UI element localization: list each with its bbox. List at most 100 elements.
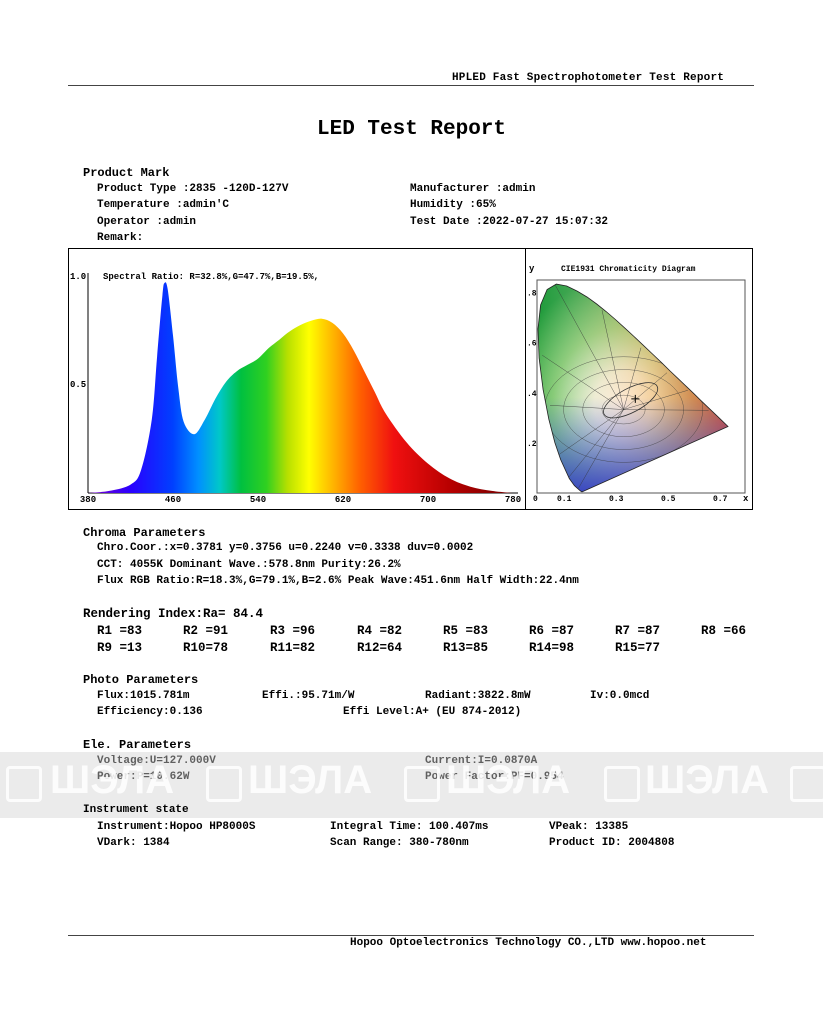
chart-divider: [525, 249, 526, 509]
rendering-r7: R7 =87: [615, 624, 661, 638]
cie-region-line: [555, 284, 624, 410]
cie-region-line: [623, 390, 688, 410]
watermark-logo-icon: [790, 766, 823, 802]
chart-frame: [68, 248, 753, 510]
rendering-r2-5: R13=85: [443, 641, 489, 655]
cie-x-tick: 0.5: [661, 495, 676, 504]
cie-y-tick: .8: [527, 290, 537, 299]
footer-text: Hopoo Optoelectronics Technology CO.,LTD…: [350, 937, 707, 949]
x-tick-380: 380: [80, 495, 96, 505]
cie-x-tick: 0.7: [713, 495, 728, 504]
ele-power-factor: Power Factor:PF=0.954: [425, 771, 564, 783]
x-tick-700: 700: [420, 495, 436, 505]
ele-heading: Ele. Parameters: [83, 738, 192, 752]
watermark-logo-icon: [6, 766, 42, 802]
cie-x-label: x: [743, 494, 749, 504]
rendering-r2-6: R14=98: [529, 641, 575, 655]
spectral-ratio-label: Spectral Ratio: R=32.8%,G=47.7%,B=19.5%,: [103, 272, 319, 282]
photo-radiant: Radiant:3822.8mW: [425, 690, 531, 702]
watermark-logo-icon: [404, 766, 440, 802]
cie-region-line: [568, 409, 624, 479]
cie-y-tick: .6: [527, 340, 537, 349]
spectrum-chart: 1.0 0.5 Spectral Ratio: R=32.8%,G=47.7%,…: [70, 272, 521, 505]
ele-current: Current:I=0.0870A: [425, 755, 538, 767]
cie-x-tick: 0: [533, 495, 538, 504]
cie-test-point: [631, 394, 640, 403]
scan-range: Scan Range: 380-780nm: [330, 837, 469, 849]
footer-rule: [68, 935, 754, 936]
cie-region-line: [549, 405, 624, 410]
chroma-flux-ratio: Flux RGB Ratio:R=18.3%,G=79.1%,B=2.6% Pe…: [97, 575, 579, 587]
temperature: Temperature :admin'C: [97, 199, 230, 211]
cie-title: CIE1931 Chromaticity Diagram: [561, 265, 696, 274]
photo-effi-level: Effi Level:A+ (EU 874-2012): [343, 706, 522, 718]
watermark-logo-icon: [604, 766, 640, 802]
product-type: Product Type :2835 -120D-127V: [97, 183, 289, 195]
product-id: Product ID: 2004808: [549, 837, 675, 849]
rendering-r2-7: R15=77: [615, 641, 661, 655]
spectrum-area: [88, 282, 513, 493]
rendering-r3: R3 =96: [270, 624, 316, 638]
x-tick-460: 460: [165, 495, 181, 505]
y-tick-05: 0.5: [70, 380, 86, 390]
rendering-r8: R8 =66: [701, 624, 747, 638]
watermark-text-1: ШЭЛА: [50, 758, 175, 802]
cie-x-tick: 0.3: [609, 495, 624, 504]
page-title: LED Test Report: [316, 118, 507, 141]
report-header: HPLED Fast Spectrophotometer Test Report: [452, 72, 725, 84]
cie-x-tick: 0.1: [557, 495, 572, 504]
watermark-text-2: ШЭЛА: [248, 758, 373, 802]
cie-y-label: y: [529, 264, 535, 274]
photo-effi: Effi.:95.71m/W: [262, 690, 355, 702]
header-rule: [68, 85, 754, 86]
cie-region-line: [623, 347, 642, 410]
photo-iv: Iv:0.0mcd: [590, 690, 650, 702]
cie-region-arc: [563, 369, 684, 450]
cie-y-tick: .2: [527, 440, 537, 449]
integral-time: Integral Time: 100.407ms: [330, 821, 489, 833]
rendering-r2-2: R10=78: [183, 641, 229, 655]
cie-region-line: [578, 409, 624, 489]
x-tick-620: 620: [335, 495, 351, 505]
spectrum-x-ticks: 380 460 540 620 700 780: [80, 495, 521, 505]
x-tick-540: 540: [250, 495, 266, 505]
rendering-r6: R6 =87: [529, 624, 575, 638]
cie-region-arc: [582, 382, 665, 437]
cie-region-arc: [601, 394, 646, 425]
rendering-r4: R4 =82: [357, 624, 403, 638]
rendering-r2: R2 =91: [183, 624, 229, 638]
rendering-heading: Rendering Index:Ra= 84.4: [83, 607, 264, 621]
watermark-text-3: ШЭЛА: [446, 758, 571, 802]
x-tick-780: 780: [505, 495, 521, 505]
rendering-r2-1: R9 =13: [97, 641, 143, 655]
vdark: VDark: 1384: [97, 837, 170, 849]
rendering-r2-4: R12=64: [357, 641, 403, 655]
cie-x-ticks: 0 0.1 0.3 0.5 0.7: [533, 495, 728, 504]
watermark-text-4: ШЭЛА: [645, 758, 770, 802]
watermark-logo-icon: [206, 766, 242, 802]
chroma-cct: CCT: 4055K Dominant Wave.:578.8nm Purity…: [97, 559, 401, 571]
vpeak: VPeak: 13385: [549, 821, 629, 833]
photo-efficiency: Efficiency:0.136: [97, 706, 203, 718]
cie-region-line: [623, 372, 668, 410]
ele-power: Power:P=10.62W: [97, 771, 190, 783]
cie-y-ticks: .8 .6 .4 .2: [527, 290, 537, 449]
cie-y-tick: .4: [527, 390, 537, 399]
remark: Remark:: [97, 232, 144, 244]
rendering-r1: R1 =83: [97, 624, 143, 638]
photo-heading: Photo Parameters: [83, 673, 199, 687]
y-tick-1: 1.0: [70, 272, 86, 282]
chroma-heading: Chroma Parameters: [83, 526, 206, 540]
humidity: Humidity :65%: [410, 199, 496, 211]
cie-plot-box: [536, 279, 746, 494]
test-date: Test Date :2022-07-27 15:07:32: [410, 216, 609, 228]
ele-voltage: Voltage:U=127.000V: [97, 755, 216, 767]
rendering-r2-3: R11=82: [270, 641, 316, 655]
chroma-coordinates: Chro.Coor.:x=0.3781 y=0.3756 u=0.2240 v=…: [97, 542, 474, 554]
watermark-band: ШЭЛА ШЭЛА ШЭЛА ШЭЛА: [0, 752, 823, 818]
cie-locus-outline: [537, 283, 729, 493]
instrument-name: Instrument:Hopoo HP8000S: [97, 821, 256, 833]
operator: Operator :admin: [97, 216, 197, 228]
manufacturer: Manufacturer :admin: [410, 183, 536, 195]
photo-flux: Flux:1015.781m: [97, 690, 190, 702]
